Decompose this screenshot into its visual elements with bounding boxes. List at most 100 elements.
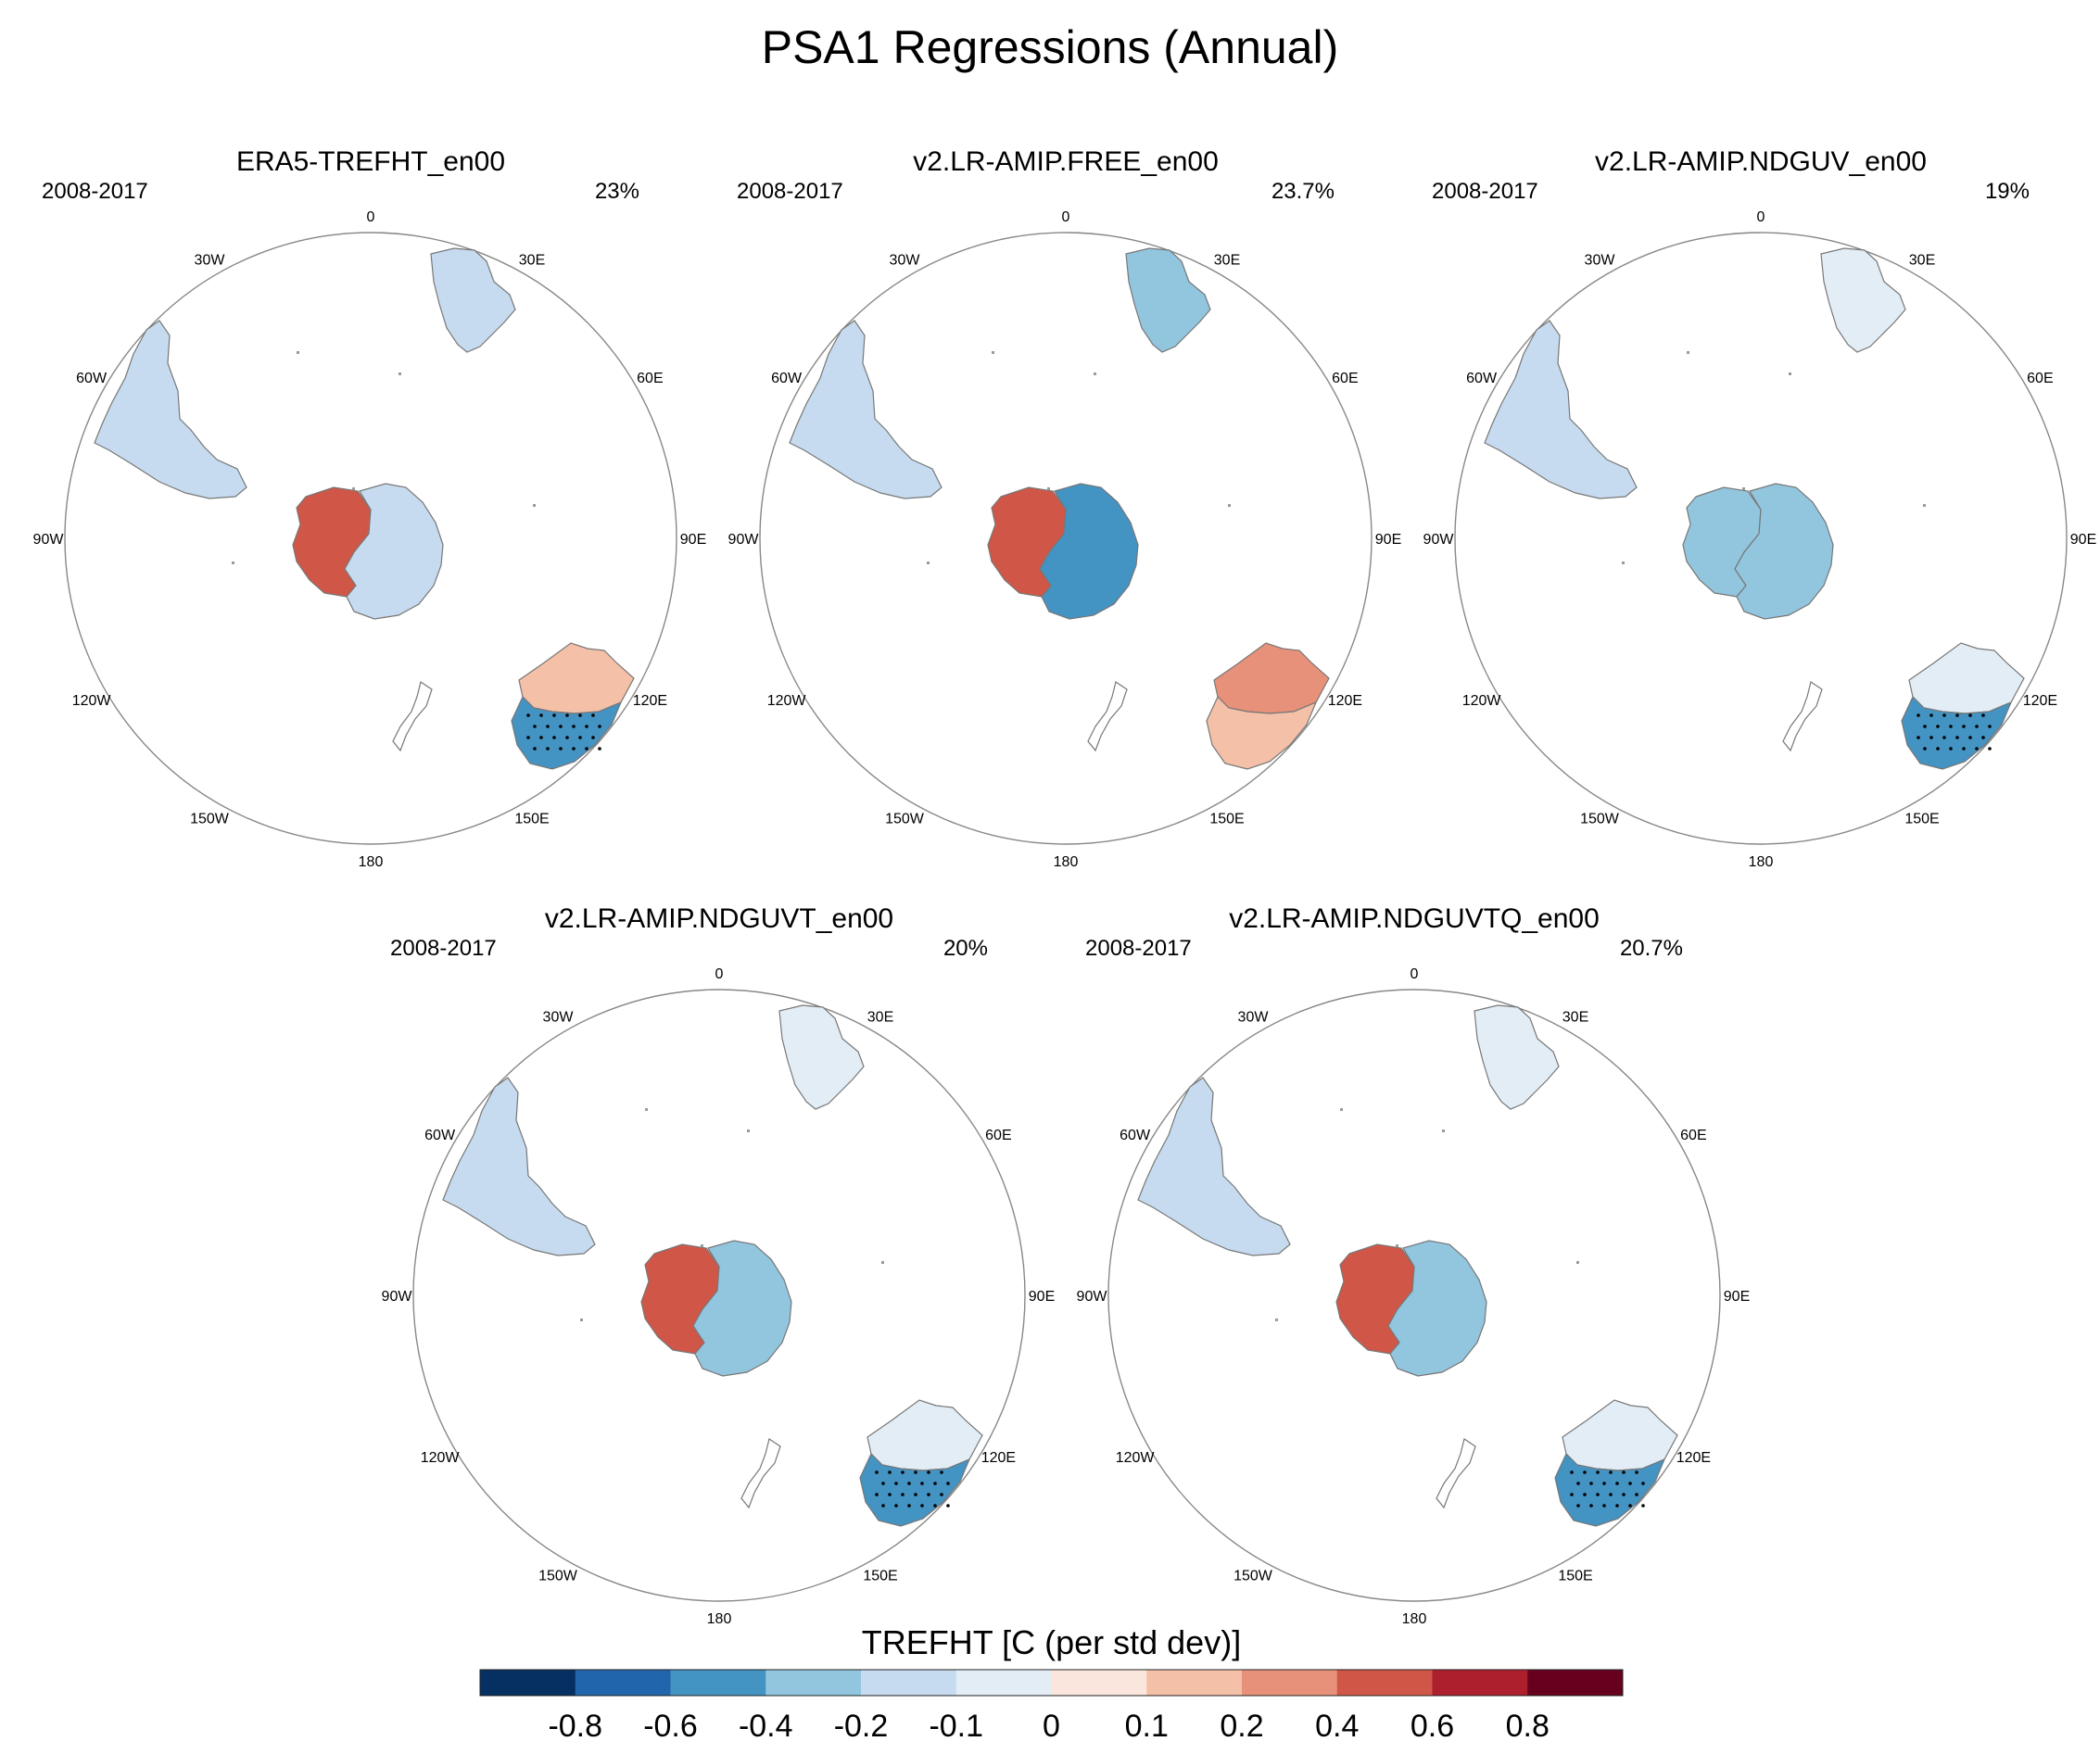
island [1923, 504, 1926, 507]
longitude-label: 90W [728, 532, 760, 548]
region-south-america [1137, 1077, 1291, 1256]
map-panel-ndguvtq: v2.LR-AMIP.NDGUVTQ_en00 0 30E 60E 90E 120E 15… [1062, 903, 1766, 1627]
longitude-label: 150W [1580, 811, 1620, 827]
map-panel-era5: ERA5-TREFHT_en00 0 30E 60E 90E 120E 150E 180 15… [19, 146, 723, 870]
longitude-label: 90W [1423, 532, 1455, 548]
island [992, 351, 994, 354]
longitude-label: 180 [1054, 854, 1079, 870]
longitude-label: 90E [2070, 532, 2096, 548]
longitude-label: 30E [1562, 1010, 1588, 1026]
region-antarctica-east [1387, 1240, 1487, 1377]
percent-variance-label: 20.7% [1620, 936, 1683, 961]
colorbar-swatch [1527, 1670, 1624, 1696]
region-new-zealand [392, 681, 433, 752]
significance-stipple [1917, 713, 1992, 751]
longitude-label: 90W [382, 1289, 413, 1305]
island [398, 372, 401, 375]
longitude-label: 120W [1462, 693, 1502, 709]
longitude-label: 0 [1411, 966, 1419, 982]
colorbar-tick-label: 0.2 [1220, 1709, 1263, 1744]
colorbar-swatch [575, 1670, 671, 1696]
longitude-label: 120W [421, 1450, 461, 1466]
colorbar-title: TREFHT [C (per std dev)] [861, 1623, 1242, 1661]
colorbar-swatch [1242, 1670, 1338, 1696]
polar-map: 0 30E 60E 90E 120E 150E 180 150W 120W 90W 60W 30W 20… [728, 179, 1402, 870]
longitude-label: 150E [1904, 811, 1939, 827]
colorbar-tick-label: -0.2 [834, 1709, 889, 1744]
island [1789, 372, 1791, 375]
colorbar-scale: -0.8 -0.6 -0.4 -0.2 -0.1 0 0.1 0.2 0.4 0.6 0.8 [479, 1669, 1624, 1744]
longitude-label: 60E [2027, 371, 2053, 386]
longitude-label: 0 [367, 209, 375, 225]
longitude-label: 90E [1724, 1289, 1750, 1305]
island [1442, 1129, 1445, 1132]
island [1047, 487, 1050, 490]
island [1228, 504, 1231, 507]
island [927, 562, 930, 564]
map-boundary [1107, 989, 1721, 1602]
significance-stipple [526, 713, 601, 751]
longitude-label: 30E [1909, 253, 1935, 269]
region-africa [1820, 247, 1906, 353]
percent-variance-label: 20% [943, 936, 988, 961]
colorbar-tick-label: -0.1 [929, 1709, 983, 1744]
colorbar-tick-label: 0.4 [1315, 1709, 1359, 1744]
map-boundary [412, 989, 1026, 1602]
colorbar-swatch [1432, 1670, 1528, 1696]
period-label: 2008-2017 [1432, 179, 1538, 204]
polar-map: 0 30E 60E 90E 120E 150E 180 150W 120W 90W 60W 30W 20… [1077, 936, 1751, 1627]
island [1275, 1319, 1278, 1321]
longitude-label: 120E [1328, 693, 1362, 709]
significance-stipple [875, 1470, 950, 1508]
colorbar-swatch [955, 1670, 1052, 1696]
island [297, 351, 299, 354]
longitude-label: 60E [637, 371, 663, 386]
longitude-label: 180 [1749, 854, 1774, 870]
colorbar-tick-label: 0.6 [1411, 1709, 1454, 1744]
region-south-america [442, 1077, 596, 1256]
longitude-label: 30W [1585, 253, 1616, 269]
map-boundary [759, 232, 1373, 845]
region-new-zealand [1087, 681, 1128, 752]
longitude-label: 30W [1238, 1010, 1270, 1026]
figure-title: PSA1 Regressions (Annual) [761, 21, 1339, 73]
longitude-label: 120E [1676, 1450, 1711, 1466]
region-africa [778, 1004, 865, 1110]
longitude-label: 150E [514, 811, 549, 827]
longitude-label: 30W [195, 253, 226, 269]
region-australia-north [1908, 642, 2025, 714]
region-australia-north [867, 1399, 983, 1471]
region-antarctica-east [1039, 483, 1139, 620]
longitude-label: 60W [424, 1128, 456, 1143]
colorbar: TREFHT [C (per std dev)] -0.8 -0.6 -0.4 -0.… [479, 1623, 1624, 1744]
panel-title: v2.LR-AMIP.NDGUV_en00 [1595, 146, 1927, 177]
colorbar-tick-label: 0 [1043, 1709, 1060, 1744]
region-antarctica-east [1734, 483, 1834, 620]
longitude-label: 150E [1209, 811, 1244, 827]
period-label: 2008-2017 [390, 936, 497, 961]
region-antarctica-east [692, 1240, 792, 1377]
island [1340, 1108, 1343, 1111]
longitude-label: 120W [767, 693, 807, 709]
longitude-label: 150E [1558, 1568, 1592, 1584]
longitude-label: 120E [2023, 693, 2057, 709]
map-panel-free: v2.LR-AMIP.FREE_en00 0 30E 60E 90E 120E 150E 1… [714, 146, 1418, 870]
longitude-label: 60W [1466, 371, 1498, 386]
region-africa [1125, 247, 1211, 353]
island [1396, 1244, 1398, 1247]
island [701, 1244, 703, 1247]
colorbar-tick-label: -0.4 [739, 1709, 793, 1744]
percent-variance-label: 19% [1985, 179, 2030, 204]
longitude-label: 150W [190, 811, 230, 827]
island [747, 1129, 750, 1132]
percent-variance-label: 23% [595, 179, 639, 204]
colorbar-swatch [670, 1670, 766, 1696]
island [580, 1319, 583, 1321]
region-africa [1474, 1004, 1560, 1110]
longitude-label: 180 [707, 1611, 732, 1627]
colorbar-tick-label: 0.1 [1125, 1709, 1169, 1744]
colorbar-swatch [1336, 1670, 1433, 1696]
longitude-label: 120W [72, 693, 112, 709]
colorbar-frame [479, 1669, 1624, 1697]
percent-variance-label: 23.7% [1271, 179, 1335, 204]
